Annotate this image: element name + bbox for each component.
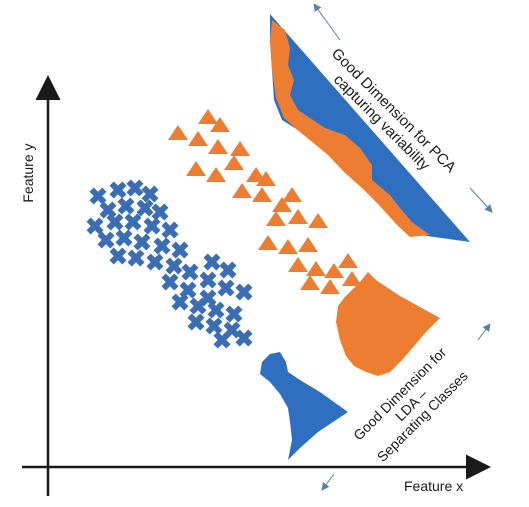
- cross-marker: [225, 305, 243, 323]
- triangle-marker: [342, 271, 362, 286]
- triangle-marker: [206, 167, 226, 182]
- cross-marker: [97, 231, 115, 249]
- triangle-marker: [256, 171, 276, 186]
- cross-marker: [171, 293, 189, 311]
- lda-projection-distribution: [260, 272, 440, 460]
- triangle-marker: [282, 187, 302, 202]
- cross-marker: [109, 181, 127, 199]
- cross-marker: [199, 271, 217, 289]
- cross-marker: [235, 329, 253, 347]
- triangle-marker: [266, 211, 286, 226]
- triangle-marker: [210, 117, 230, 132]
- cross-marker: [99, 201, 117, 219]
- cross-marker: [181, 263, 199, 281]
- triangle-marker: [300, 275, 320, 290]
- cross-marker: [213, 331, 231, 349]
- cross-markers: [86, 179, 253, 349]
- cross-marker: [161, 221, 179, 239]
- cross-marker: [219, 261, 237, 279]
- triangle-marker: [198, 109, 218, 124]
- cross-marker: [205, 317, 223, 335]
- cross-marker: [153, 237, 171, 255]
- cross-marker: [187, 313, 205, 331]
- triangle-marker: [272, 197, 292, 212]
- cross-marker: [115, 229, 133, 247]
- triangle-marker: [186, 161, 206, 176]
- triangle-marker: [188, 131, 208, 146]
- cross-marker: [86, 217, 104, 235]
- lda-blue-distribution: [260, 352, 348, 460]
- triangle-marker: [320, 279, 340, 294]
- triangle-marker: [298, 237, 318, 252]
- pca-direction-arrow-lower: [469, 187, 493, 213]
- triangle-marker: [288, 257, 308, 272]
- cross-marker: [124, 213, 142, 231]
- triangle-markers: [168, 109, 362, 294]
- cross-marker: [165, 257, 183, 275]
- triangle-marker: [168, 125, 188, 140]
- triangle-marker: [308, 213, 328, 228]
- cross-marker: [89, 187, 107, 205]
- x-axis-label: Feature x: [404, 478, 464, 494]
- pca-projection-distribution: [270, 14, 470, 242]
- cross-marker: [127, 249, 145, 267]
- cross-marker: [143, 217, 161, 235]
- cross-marker: [217, 279, 235, 297]
- triangle-marker: [324, 263, 344, 278]
- cross-marker: [199, 289, 217, 307]
- pca-direction-arrow-upper: [313, 3, 341, 41]
- triangle-marker: [306, 261, 326, 276]
- triangle-marker: [246, 167, 266, 182]
- cross-marker: [133, 233, 151, 251]
- cross-marker: [171, 241, 189, 259]
- lda-direction-arrow-lower: [321, 473, 335, 491]
- triangle-marker: [232, 183, 252, 198]
- cross-marker: [151, 203, 169, 221]
- triangle-marker: [278, 239, 298, 254]
- cross-marker: [136, 199, 154, 217]
- lda-orange-distribution: [336, 272, 440, 376]
- triangle-marker: [338, 253, 358, 268]
- cross-marker: [109, 247, 127, 265]
- cross-marker: [106, 213, 124, 231]
- pca-blue-distribution: [270, 14, 470, 242]
- cross-marker: [141, 185, 159, 203]
- cross-marker: [161, 273, 179, 291]
- triangle-marker: [288, 209, 308, 224]
- lda-direction-arrow-upper: [477, 323, 491, 341]
- triangle-marker: [252, 187, 272, 202]
- cross-marker: [203, 253, 221, 271]
- pca-orange-distribution: [270, 20, 430, 237]
- cross-marker: [146, 253, 164, 271]
- triangle-marker: [230, 141, 250, 156]
- cross-marker: [126, 179, 144, 197]
- cross-marker: [235, 283, 253, 301]
- triangle-marker: [258, 235, 278, 250]
- y-axis-label: Feature y: [19, 143, 36, 203]
- cross-marker: [117, 197, 135, 215]
- pca-blue-overlay: [292, 58, 470, 242]
- triangle-marker: [208, 139, 228, 154]
- triangle-marker: [224, 155, 244, 170]
